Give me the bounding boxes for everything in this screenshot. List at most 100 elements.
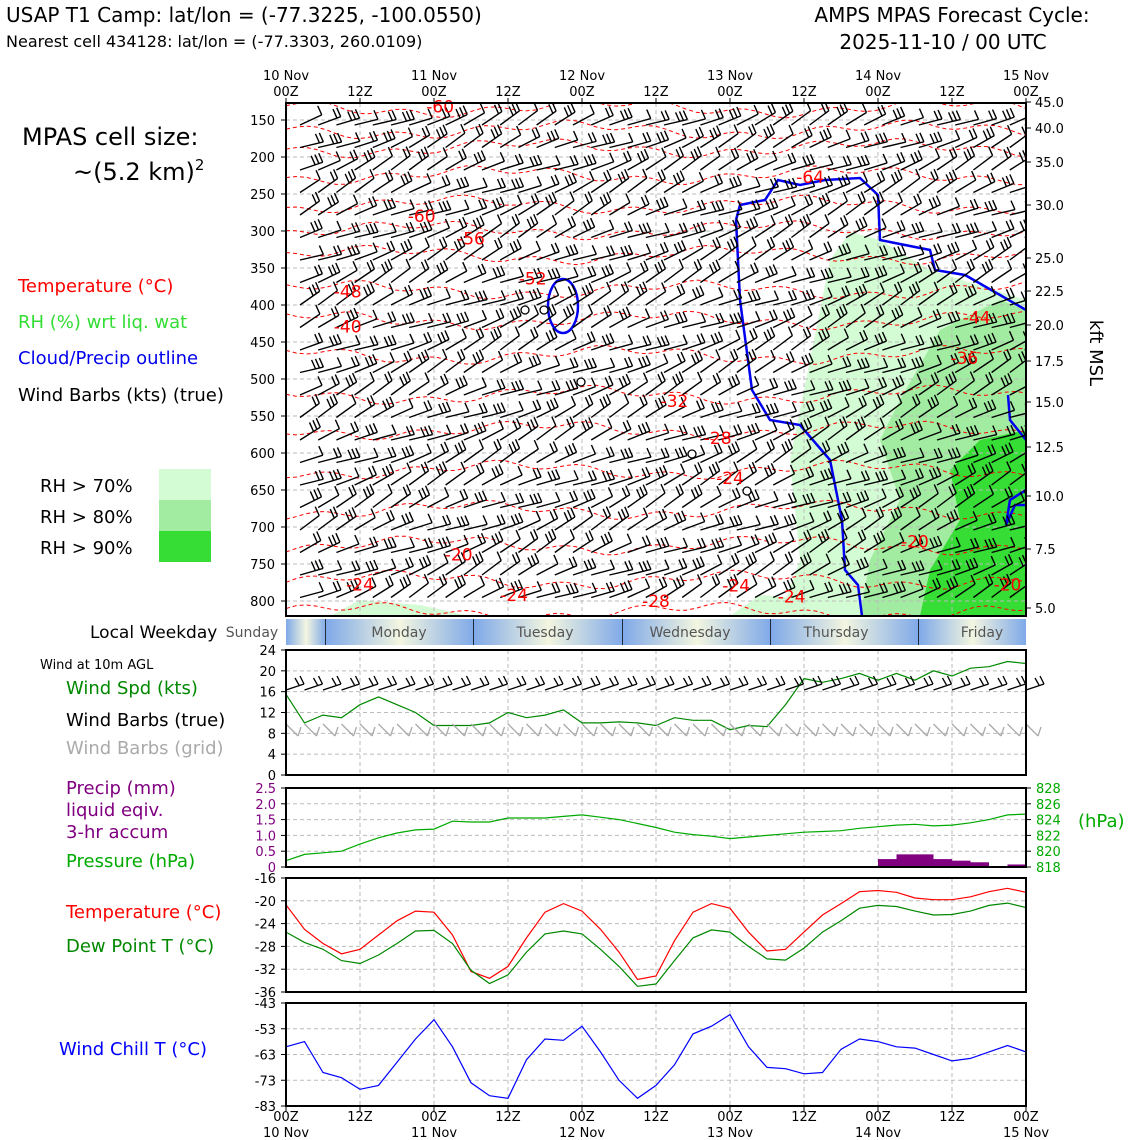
wind-barb — [973, 238, 995, 261]
wind-barb — [881, 281, 903, 306]
rh-70-label: RH > 70% — [40, 476, 133, 497]
wind-barb — [518, 287, 542, 306]
wind-barb — [918, 577, 942, 599]
wind-speed-panel: 0 4 8 12 16 20 24 — [259, 644, 1045, 784]
cell-size-label: MPAS cell size: — [22, 123, 198, 151]
wind-barb — [736, 515, 761, 531]
wind-barb — [463, 327, 485, 351]
kft-msl-axis-label: kft MSL — [1085, 320, 1106, 386]
wind-barb — [682, 109, 707, 126]
wind-barb — [481, 103, 503, 126]
wind-barb — [572, 470, 598, 486]
wind-barb-grid — [322, 723, 339, 737]
wind-barb — [372, 169, 394, 194]
wind-barb — [427, 373, 449, 396]
wind-barb — [972, 259, 994, 284]
wind-barb — [681, 258, 703, 284]
temperature-contour-label: -24 — [500, 586, 528, 606]
wind-barb — [536, 509, 559, 531]
wind-barb — [627, 447, 652, 464]
wind-barb — [499, 401, 524, 419]
wind-barb-grid — [563, 723, 580, 737]
temperature-contour-label: -28 — [704, 429, 732, 449]
wind-barb — [609, 468, 633, 486]
pressure-tick-label: 600 — [250, 447, 275, 462]
wind-barb — [936, 423, 961, 441]
wind-barb — [609, 419, 632, 441]
wind-barb — [663, 510, 687, 531]
wind-barb — [882, 559, 907, 576]
y-tick-label: 24 — [259, 644, 276, 659]
wind-barb — [791, 194, 814, 216]
pressure-tick-label: 350 — [250, 262, 275, 277]
wind-barb — [590, 106, 614, 126]
y-tick-label: -24 — [255, 918, 276, 933]
wind-barb — [936, 509, 959, 531]
weekday-bar: Sunday Monday Tuesday Wednesday Thursday Frid… — [226, 619, 1026, 645]
wind-barb — [518, 193, 540, 216]
wind-barb — [645, 282, 667, 306]
wind-barb — [427, 553, 449, 576]
wind-barb — [518, 467, 542, 486]
wind-barb — [991, 349, 1012, 374]
wind-barb — [536, 582, 561, 599]
wind-barb — [1009, 117, 1026, 126]
wind-barb — [445, 123, 466, 149]
wind-barb — [663, 334, 688, 351]
wind-barb — [354, 371, 375, 396]
wind-barb — [445, 461, 466, 486]
precip-bar — [952, 860, 971, 867]
pressure-tick-label: 828 — [1036, 782, 1061, 797]
wind-barb — [481, 124, 503, 149]
wind-barb — [900, 261, 923, 284]
wind-barb-true — [304, 675, 324, 691]
wind-barb — [772, 124, 794, 149]
wind-barb — [518, 267, 543, 284]
calm-wind-marker — [520, 305, 530, 315]
wind-barb — [754, 290, 780, 306]
temperature-contour — [286, 244, 1026, 266]
wind-barb — [590, 506, 612, 531]
wind-barb — [481, 196, 505, 216]
wind-barb — [772, 351, 795, 374]
wind-barb — [718, 147, 740, 171]
wind-barb — [554, 130, 579, 149]
wind-barb — [463, 290, 488, 306]
wind-barb — [663, 371, 684, 396]
top-hour-label: 00Z — [1013, 85, 1039, 100]
wind-barb — [991, 424, 1016, 441]
wind-barb — [427, 487, 450, 509]
wind-barb — [845, 490, 870, 509]
temperature-contour — [286, 344, 1026, 365]
wind-barb — [408, 443, 432, 464]
wind-barb-true — [1025, 675, 1045, 691]
temperature-contour-label: -60 — [426, 98, 454, 118]
wind-barb — [700, 125, 722, 149]
wind-barb-true — [359, 675, 379, 691]
pressure-tick-label: 450 — [250, 336, 275, 351]
wind-barb — [827, 174, 851, 194]
wind-barb — [955, 537, 980, 554]
wind-barb — [863, 530, 886, 554]
y-tick-label: 2.5 — [255, 782, 276, 797]
wind-barb — [700, 485, 722, 509]
wind-barb — [936, 110, 962, 126]
wind-barb — [863, 558, 888, 576]
panel-frame — [285, 787, 1027, 868]
kft-tick-label: 30.0 — [1035, 199, 1064, 214]
wind-barb — [663, 483, 684, 509]
wind-barb — [827, 555, 850, 576]
wind-barb-grid — [933, 723, 950, 737]
wind-barb — [299, 245, 325, 261]
wind-barb — [317, 374, 340, 396]
wind-barb — [900, 244, 925, 261]
weekday-label: Monday — [371, 625, 426, 641]
wind-barb — [845, 172, 868, 194]
wind-barb — [791, 380, 816, 396]
wind-barb — [627, 281, 648, 306]
wind-barb — [663, 537, 688, 554]
temperature-contour — [286, 535, 1026, 556]
wind-barb — [827, 416, 848, 441]
wind-barb — [881, 169, 903, 194]
wind-barb — [827, 582, 852, 599]
